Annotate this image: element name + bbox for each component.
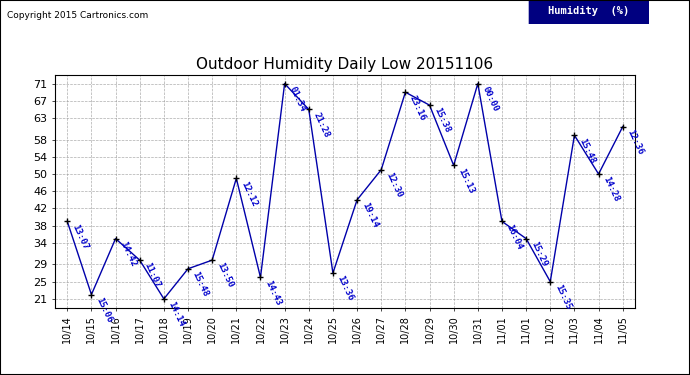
Text: 12:30: 12:30	[384, 171, 404, 199]
Text: 13:07: 13:07	[70, 223, 90, 251]
Text: 15:35: 15:35	[553, 283, 573, 311]
Text: 21:28: 21:28	[312, 111, 331, 139]
Text: 11:07: 11:07	[143, 261, 162, 290]
Text: Humidity  (%): Humidity (%)	[548, 6, 629, 16]
Text: 14:42: 14:42	[119, 240, 138, 268]
Text: 15:06: 15:06	[95, 296, 114, 324]
Text: Copyright 2015 Cartronics.com: Copyright 2015 Cartronics.com	[7, 11, 148, 20]
Text: 16:04: 16:04	[505, 223, 524, 251]
Text: 15:29: 15:29	[529, 240, 549, 268]
Text: 00:00: 00:00	[481, 85, 500, 113]
Text: 15:48: 15:48	[578, 136, 597, 165]
Text: 14:43: 14:43	[264, 279, 283, 307]
Text: 12:12: 12:12	[239, 180, 259, 208]
Title: Outdoor Humidity Daily Low 20151106: Outdoor Humidity Daily Low 20151106	[197, 57, 493, 72]
Text: 14:14: 14:14	[167, 300, 186, 328]
Text: 13:36: 13:36	[336, 274, 355, 303]
Text: 23:16: 23:16	[408, 94, 428, 122]
Text: 15:38: 15:38	[433, 106, 452, 135]
Text: 12:36: 12:36	[626, 128, 645, 156]
Text: 19:14: 19:14	[360, 201, 380, 229]
Text: 15:48: 15:48	[191, 270, 210, 298]
Text: 13:50: 13:50	[215, 261, 235, 290]
Text: 15:13: 15:13	[457, 167, 476, 195]
Text: 01:34: 01:34	[288, 85, 307, 113]
Text: 14:28: 14:28	[602, 176, 621, 204]
